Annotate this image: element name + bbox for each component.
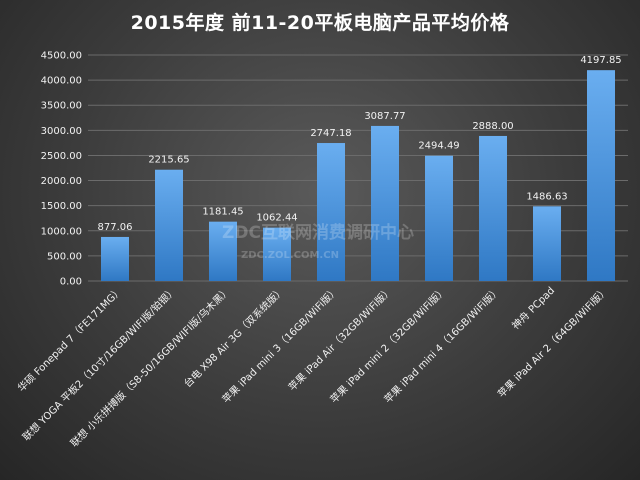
- bar: [533, 206, 561, 281]
- watermark-line1: ZDC互联网消费调研中心: [222, 222, 414, 243]
- x-tick-label: 苹果 iPad mini 3（16GB/WiFi版）: [219, 284, 341, 406]
- watermark-line2: ZDC.ZOL.COM.CN: [241, 250, 339, 261]
- x-tick-label: 台电 X98 Air 3G（双系统版）: [181, 284, 287, 390]
- bars: [101, 70, 615, 282]
- x-tick-label: 苹果 iPad mini 2（32GB/WiFi版）: [327, 284, 449, 406]
- x-tick-label: 苹果 iPad Air（32GB/WiFi版）: [286, 284, 396, 394]
- chart-title: 2015年度 前11-20平板电脑产品平均价格: [130, 12, 510, 34]
- data-label: 877.06: [98, 222, 133, 233]
- y-tick-label: 2500.00: [41, 151, 82, 162]
- bar: [371, 125, 399, 282]
- data-label: 1062.44: [256, 213, 297, 224]
- y-tick-label: 0.00: [60, 277, 82, 288]
- x-axis-ticks: 华硕 Fonepad 7（FE171MG）联想 YOGA 平板2（10寸/16G…: [15, 284, 611, 450]
- y-tick-label: 4000.00: [41, 76, 82, 87]
- x-tick-label: 苹果 iPad mini 4（16GB/WiFi版）: [381, 284, 503, 406]
- y-tick-label: 500.00: [47, 251, 82, 262]
- x-tick-label: 苹果 iPad Air 2（64GB/WiFi版）: [495, 284, 611, 400]
- y-tick-label: 2000.00: [41, 176, 82, 187]
- data-label: 2888.00: [472, 121, 513, 132]
- y-tick-label: 1000.00: [41, 226, 82, 237]
- y-axis-ticks: 0.00 500.00 1000.00 1500.00 2000.00 2500.00 30…: [41, 51, 82, 288]
- bar: [425, 155, 453, 281]
- x-tick-label: 华硕 Fonepad 7（FE171MG）: [15, 284, 125, 394]
- bar: [101, 236, 129, 281]
- data-label: 2747.18: [310, 128, 351, 139]
- bar: [155, 169, 183, 281]
- data-label: 4197.85: [580, 55, 621, 66]
- bar: [209, 221, 237, 281]
- y-tick-label: 3000.00: [41, 126, 82, 137]
- data-labels: 877.06 2215.65 1181.45 1062.44 2747.18 3087.7…: [98, 55, 622, 233]
- bar: [263, 227, 291, 281]
- y-tick-label: 1500.00: [41, 201, 82, 212]
- y-tick-label: 4500.00: [41, 51, 82, 62]
- x-tick-label: 神舟 PCpad: [509, 284, 557, 332]
- data-label: 2215.65: [148, 155, 189, 166]
- bar: [587, 70, 615, 281]
- bar: [479, 135, 507, 281]
- y-tick-label: 3500.00: [41, 101, 82, 112]
- watermark: ZDC互联网消费调研中心 ZDC.ZOL.COM.CN: [222, 222, 414, 261]
- data-label: 3087.77: [364, 111, 405, 122]
- data-label: 1181.45: [202, 207, 243, 218]
- bar: [317, 143, 345, 281]
- data-label: 2494.49: [418, 141, 459, 152]
- data-label: 1486.63: [526, 191, 567, 202]
